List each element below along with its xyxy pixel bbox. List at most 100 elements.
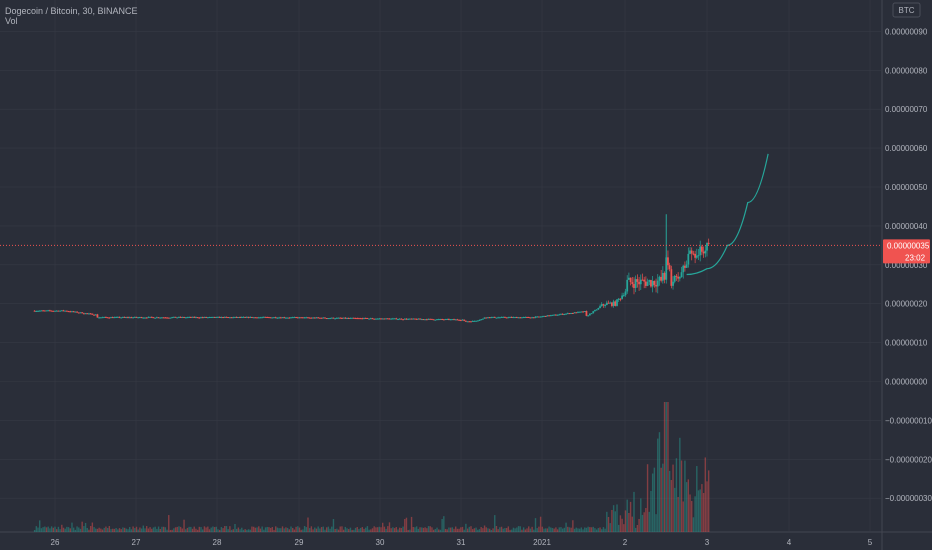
candle-body — [59, 310, 61, 312]
volume-bar — [202, 529, 204, 532]
candle-body — [536, 316, 539, 318]
volume-bar — [33, 529, 36, 532]
volume-bar — [427, 526, 430, 532]
volume-bar — [264, 527, 267, 532]
volume-bar — [470, 526, 472, 532]
volume-bar — [164, 527, 167, 532]
currency-label: BTC — [899, 6, 915, 15]
candle-body — [310, 317, 313, 319]
volume-bar — [584, 527, 586, 532]
volume-bar — [234, 524, 236, 532]
volume-bar — [157, 526, 160, 532]
candle-body — [308, 317, 311, 319]
volume-bar — [595, 529, 598, 532]
candle-body — [631, 282, 634, 285]
volume-bar — [106, 528, 109, 532]
candle-body — [271, 317, 274, 319]
candle-body — [695, 255, 698, 258]
candle-body — [706, 242, 708, 251]
volume-bar — [166, 529, 168, 532]
volume-bar — [151, 528, 153, 532]
volume-label[interactable]: Vol — [5, 16, 18, 26]
volume-bar — [159, 528, 161, 532]
candle-body — [651, 280, 654, 287]
volume-bar — [381, 522, 384, 532]
time-axis[interactable]: 26 27 28 29 30 31 2021 2 3 4 5 — [51, 538, 873, 547]
volume-bar — [519, 526, 521, 532]
candle-body — [60, 310, 63, 312]
volume-bar — [602, 527, 605, 532]
candle-body — [285, 317, 287, 319]
candle-body — [419, 318, 421, 320]
volume-bar — [363, 528, 365, 532]
volume-bar — [500, 526, 503, 532]
candle-body — [437, 319, 440, 321]
candle-body — [442, 319, 445, 321]
candle-body — [67, 311, 70, 313]
price-axis[interactable]: 0.00000090 0.00000080 0.00000070 0.00000060… — [885, 27, 932, 503]
x-tick-label: 5 — [868, 538, 873, 547]
volume-bar — [127, 529, 129, 532]
volume-bar — [134, 528, 136, 532]
volume-bar — [247, 529, 250, 532]
candle-body — [344, 317, 347, 319]
candle-body — [643, 279, 646, 282]
candle-body — [488, 317, 491, 319]
volume-bar — [44, 526, 46, 532]
volume-bar — [414, 527, 416, 532]
candle-body — [133, 316, 136, 318]
volume-bar — [276, 527, 279, 532]
candle-body — [318, 317, 321, 319]
candle-body — [74, 311, 77, 313]
volume-bar — [618, 524, 620, 532]
candle-body — [145, 317, 148, 319]
volume-bar — [74, 529, 77, 532]
volume-bar — [113, 528, 116, 532]
candle-body — [432, 319, 435, 321]
volume-bar — [543, 528, 545, 532]
candle-body — [436, 319, 438, 321]
volume-bar — [550, 527, 552, 532]
volume-bar — [229, 526, 231, 532]
candle-body — [568, 313, 571, 315]
volume-bar — [273, 529, 275, 532]
volume-bar — [303, 526, 306, 532]
candle-body — [196, 317, 199, 319]
volume-bar — [662, 463, 664, 532]
volume-bar — [441, 518, 443, 532]
volume-bar — [672, 464, 674, 532]
volume-bar — [480, 527, 482, 532]
volume-bar — [254, 527, 257, 532]
legend: Dogecoin / Bitcoin, 30, BINANCE Vol — [5, 6, 138, 26]
candle-body — [687, 253, 690, 265]
symbol-title[interactable]: Dogecoin / Bitcoin, 30, BINANCE — [5, 6, 138, 16]
candle-body — [137, 317, 140, 319]
volume-bar — [161, 526, 163, 532]
volume-bar — [305, 527, 307, 532]
volume-bar — [142, 525, 144, 532]
volume-bar — [589, 527, 591, 532]
volume-bar — [361, 527, 364, 532]
y-tick-label: 0.00000000 — [885, 378, 928, 387]
candle-body — [546, 315, 549, 317]
volume-bar — [434, 529, 437, 532]
volume-bar — [517, 526, 520, 532]
volume-bar — [393, 528, 396, 532]
candle-body — [186, 317, 189, 319]
candle-body — [451, 319, 454, 321]
volume-bar — [422, 527, 425, 532]
volume-bar — [174, 527, 177, 532]
candle-body — [138, 317, 141, 319]
volume-bar — [670, 480, 673, 532]
candle-body — [35, 310, 38, 312]
currency-button[interactable]: BTC — [892, 2, 921, 18]
y-tick-label: 0.00000030 — [885, 261, 928, 270]
volume-bar — [341, 526, 343, 532]
volume-bar — [64, 528, 66, 532]
volume-bar — [171, 529, 173, 532]
current-price-badge: 0.00000035 23:02 — [883, 239, 930, 264]
candle-body — [239, 317, 241, 319]
x-tick-label: 2021 — [533, 538, 551, 547]
